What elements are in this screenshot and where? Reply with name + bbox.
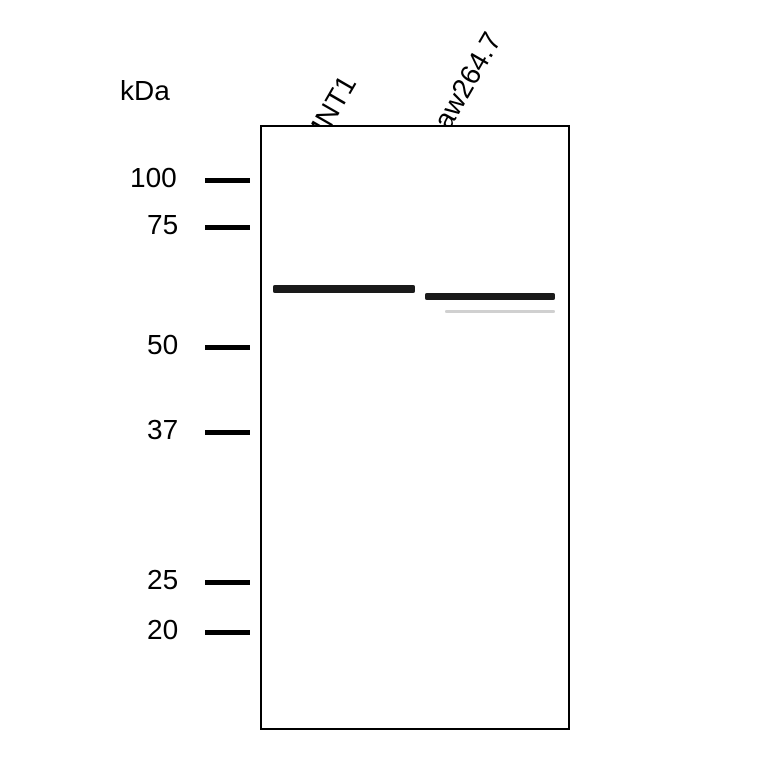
band-lane2-main bbox=[425, 293, 555, 300]
mw-label-37: 37 bbox=[147, 414, 178, 446]
axis-unit-label: kDa bbox=[120, 75, 170, 107]
tick-25 bbox=[205, 580, 250, 585]
band-lane2-faint bbox=[445, 310, 555, 313]
tick-50 bbox=[205, 345, 250, 350]
tick-100 bbox=[205, 178, 250, 183]
tick-37 bbox=[205, 430, 250, 435]
tick-20 bbox=[205, 630, 250, 635]
mw-label-75: 75 bbox=[147, 209, 178, 241]
mw-label-20: 20 bbox=[147, 614, 178, 646]
band-lane1-main bbox=[273, 285, 415, 293]
mw-label-50: 50 bbox=[147, 329, 178, 361]
mw-label-25: 25 bbox=[147, 564, 178, 596]
tick-75 bbox=[205, 225, 250, 230]
blot-container: kDa MNT1 Raw264.7 100 75 50 37 25 20 bbox=[0, 0, 764, 764]
blot-membrane-box bbox=[260, 125, 570, 730]
mw-label-100: 100 bbox=[130, 162, 177, 194]
